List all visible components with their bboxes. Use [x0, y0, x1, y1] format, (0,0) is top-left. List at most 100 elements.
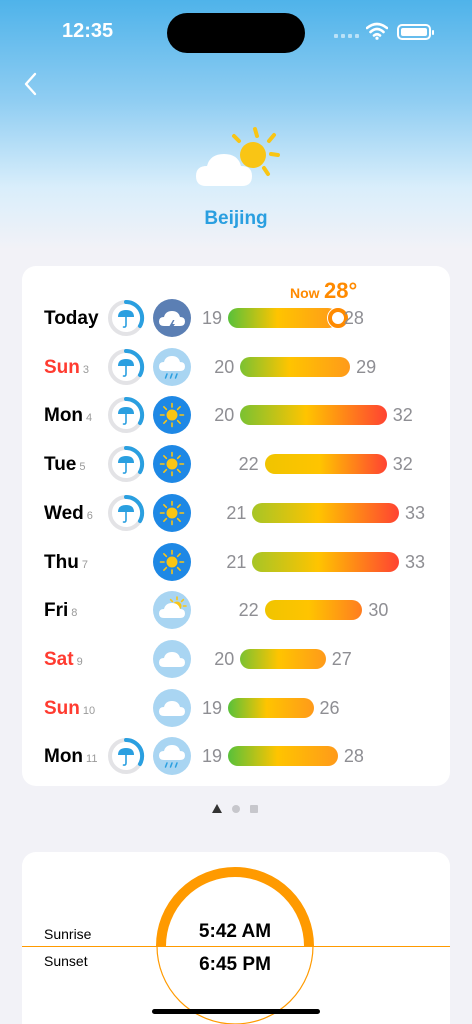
temp-range-bar: [228, 308, 338, 328]
forecast-row[interactable]: Tue 5 22 32: [22, 442, 450, 486]
forecast-day: Wed 6: [44, 503, 93, 525]
high-temp: 32: [392, 454, 413, 475]
forecast-day: Sun 10: [44, 698, 95, 720]
high-temp: 29: [356, 356, 377, 377]
forecast-day: Tue 5: [44, 454, 86, 476]
high-temp: 32: [392, 405, 413, 426]
home-indicator[interactable]: [152, 1009, 320, 1014]
page-dot-location[interactable]: [212, 804, 222, 813]
day-date: 11: [86, 753, 98, 766]
day-name: Mon: [44, 746, 84, 768]
now-label: Now: [290, 285, 320, 301]
low-temp: 19: [201, 308, 222, 328]
page-indicator[interactable]: [212, 804, 258, 813]
header-background: 12:35 Beijing: [0, 0, 472, 250]
forecast-row[interactable]: Today 19 28: [22, 296, 450, 340]
low-temp: 19: [201, 746, 222, 767]
temp-range-bar: [252, 502, 399, 523]
battery-icon: [397, 24, 434, 40]
forecast-day: Mon 4: [44, 405, 92, 427]
umbrella-icon: [107, 445, 145, 488]
temp-range-bar: [240, 405, 387, 426]
day-name: Today: [44, 308, 99, 329]
low-temp: 20: [214, 405, 235, 426]
high-temp: 28: [343, 308, 364, 328]
forecast-row[interactable]: Sat 9 20 27: [22, 637, 450, 681]
umbrella-icon: [107, 494, 145, 537]
forecast-row[interactable]: Thu 7 21 33: [22, 540, 450, 584]
forecast-row[interactable]: Sun 3 20 29: [22, 345, 450, 389]
temp-range-bar: [264, 600, 363, 621]
temp-range-bar: [228, 697, 314, 718]
partly-cloudy-icon: [153, 591, 191, 630]
day-name: Sun: [44, 697, 80, 719]
day-name: Thu: [44, 551, 79, 573]
horizon-line: [22, 946, 450, 947]
partly-cloudy-icon: [196, 127, 280, 186]
low-temp: 19: [201, 697, 222, 718]
sun-icon: [153, 493, 191, 532]
forecast-row[interactable]: Fri 8 22 30: [22, 588, 450, 632]
sunrise-sunset-card: Sunrise Sunset 5:42 AM 6:45 PM: [22, 852, 450, 1024]
sunset-time: 6:45 PM: [199, 954, 271, 975]
day-name: Tue: [44, 454, 77, 476]
umbrella-icon: [107, 396, 145, 439]
forecast-day: Today: [44, 308, 99, 330]
day-date: 5: [79, 461, 86, 474]
day-name: Mon: [44, 405, 84, 427]
sun-path-circle: [156, 867, 314, 1024]
low-temp: 20: [214, 356, 235, 377]
forecast-day: Thu 7: [44, 552, 88, 574]
thunderstorm-icon: [153, 299, 191, 337]
day-date: 3: [82, 363, 90, 376]
day-date: 10: [82, 704, 96, 717]
day-name: Sun: [44, 356, 80, 378]
dynamic-island: [167, 13, 305, 53]
forecast-row[interactable]: Mon 4 20 32: [22, 393, 450, 437]
signal-icon: [334, 34, 359, 38]
temp-range-bar: [252, 551, 399, 572]
day-name: Sat: [44, 648, 74, 670]
high-temp: 26: [319, 697, 340, 718]
rain-cloud-icon: [153, 347, 191, 386]
sun-icon: [153, 445, 191, 484]
low-temp: 21: [226, 551, 247, 572]
city-name: Beijing: [204, 208, 268, 229]
temp-range-bar: [228, 746, 338, 767]
day-date: 4: [86, 412, 93, 425]
cloud-icon: [153, 688, 191, 727]
forecast-day: Mon 11: [44, 746, 97, 768]
forecast-row[interactable]: Mon 11 19 28: [22, 734, 450, 778]
day-date: 9: [76, 655, 83, 668]
umbrella-icon: [107, 299, 145, 342]
forecast-row[interactable]: Wed 6 21 33: [22, 491, 450, 535]
day-date: 7: [81, 558, 88, 571]
low-temp: 21: [226, 502, 247, 523]
sun-icon: [153, 542, 191, 581]
low-temp: 22: [238, 600, 259, 621]
day-date: 6: [86, 509, 93, 522]
current-temp-marker: [327, 308, 348, 328]
temp-range-bar: [240, 356, 351, 377]
page-dot-3[interactable]: [250, 804, 258, 813]
low-temp: 22: [238, 454, 259, 475]
umbrella-icon: [107, 348, 145, 391]
temp-range-bar: [264, 454, 387, 475]
temp-range-bar: [240, 648, 326, 669]
rain-cloud-icon: [153, 737, 191, 776]
umbrella-icon: [107, 737, 145, 780]
now-temp: 28°: [324, 278, 358, 303]
cloud-icon: [153, 639, 191, 678]
page-dot-2[interactable]: [232, 804, 240, 813]
sun-icon: [153, 396, 191, 435]
daily-forecast-card: Now 28° Today 19 28 Sun 3 20 29 Mon 4 20 32 Tue 5…: [22, 266, 450, 786]
forecast-row[interactable]: Sun 10 19 26: [22, 686, 450, 730]
now-indicator: Now 28°: [290, 278, 357, 304]
high-temp: 30: [368, 600, 389, 621]
sunrise-label: Sunrise: [44, 926, 92, 942]
sunrise-time: 5:42 AM: [198, 921, 272, 942]
wifi-icon: [366, 22, 388, 40]
back-chevron-icon[interactable]: [20, 70, 40, 98]
day-date: 8: [71, 607, 78, 620]
day-name: Wed: [44, 502, 84, 524]
